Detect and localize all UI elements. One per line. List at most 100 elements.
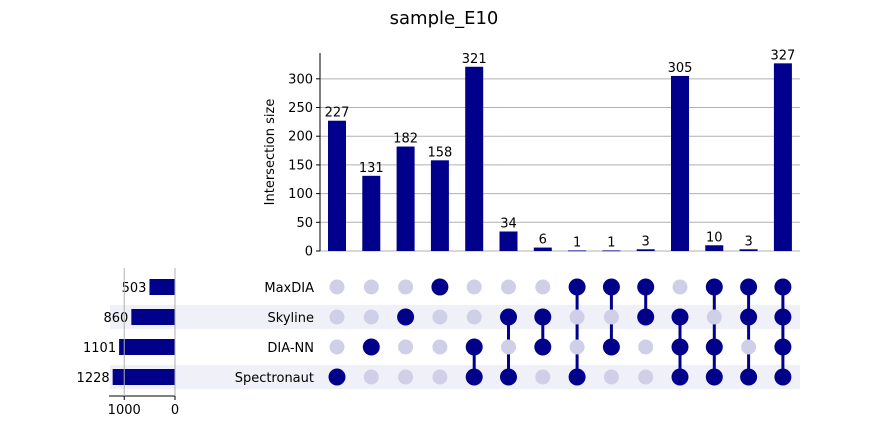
chart-title: sample_E10 <box>390 8 499 29</box>
set-axis-tick-label: 0 <box>171 403 179 418</box>
grid-lines <box>320 78 800 252</box>
bar-value-label: 305 <box>668 61 693 76</box>
set-size-label: 860 <box>104 311 129 326</box>
membership-dot-inactive <box>569 339 585 355</box>
bar-value-label: 158 <box>427 145 452 160</box>
membership-dot-active <box>705 368 723 386</box>
intersection-bar <box>636 249 655 251</box>
matrix-stripes <box>110 305 800 389</box>
membership-dot-active <box>705 278 723 296</box>
y-tick-label: 0 <box>305 245 313 260</box>
set-size-bar <box>131 309 175 325</box>
intersection-bars: 227 131 182 158 321 34 6 1 1 3 305 10 3 327 <box>325 48 795 252</box>
membership-dot-active <box>774 338 792 356</box>
set-label: MaxDIA <box>264 281 314 296</box>
membership-dot-active <box>774 368 792 386</box>
set-size-bar <box>112 369 175 385</box>
membership-dot-active <box>740 368 758 386</box>
row-stripe <box>110 365 800 389</box>
set-size-label: 1228 <box>77 371 110 386</box>
membership-dot-inactive <box>603 369 619 385</box>
intersection-bar <box>362 175 381 251</box>
membership-dot-active <box>602 278 620 296</box>
intersection-bar <box>568 250 587 252</box>
intersection-bar <box>602 250 621 252</box>
membership-dot-active <box>431 278 449 296</box>
membership-dot-inactive <box>535 369 551 385</box>
y-tick-label: 200 <box>288 130 313 145</box>
bar-value-label: 1 <box>573 235 581 250</box>
bar-value-label: 321 <box>462 52 487 67</box>
membership-dot-active <box>568 368 586 386</box>
membership-dot-inactive <box>432 309 448 325</box>
membership-dot-inactive <box>638 369 654 385</box>
membership-dot-inactive <box>432 369 448 385</box>
membership-dot-active <box>774 278 792 296</box>
y-tick-label: 150 <box>288 158 313 173</box>
membership-dot-inactive <box>466 279 482 295</box>
membership-dot-active <box>500 368 517 386</box>
y-axis-label: Intersection size <box>263 99 278 206</box>
membership-dot-active <box>705 338 723 356</box>
membership-dot-active <box>465 368 483 386</box>
bar-value-label: 3 <box>744 234 752 249</box>
membership-dot-inactive <box>329 339 345 355</box>
y-tick-label: 250 <box>288 101 313 116</box>
y-axis: 0 50 100 150 200 250 300 <box>288 53 321 260</box>
membership-dot-inactive <box>363 369 379 385</box>
membership-dot-active <box>534 308 552 326</box>
membership-dot-active <box>774 308 792 326</box>
set-size-bars: 503 860 1101 1228 <box>77 279 175 386</box>
intersection-bar <box>671 75 689 252</box>
membership-dot-inactive <box>432 339 448 355</box>
y-tick-label: 100 <box>288 187 313 202</box>
membership-dot-active <box>671 368 689 386</box>
membership-dot-inactive <box>672 279 688 295</box>
membership-dot-active <box>534 338 552 356</box>
bar-value-label: 131 <box>359 161 384 176</box>
intersection-bar <box>499 231 518 251</box>
membership-dot-active <box>328 368 346 386</box>
set-size-bar <box>119 339 175 355</box>
membership-dot-inactive <box>501 339 516 355</box>
bar-value-label: 6 <box>539 233 547 248</box>
membership-dot-inactive <box>741 339 757 355</box>
membership-dot-active <box>740 308 758 326</box>
membership-dot-active <box>740 278 758 296</box>
set-size-axis: 1000 0 <box>108 268 179 418</box>
intersection-bar <box>430 160 449 251</box>
intersection-bar <box>465 66 484 251</box>
membership-dot-active <box>397 308 415 326</box>
set-label: DIA-NN <box>267 341 314 356</box>
membership-dot-inactive <box>603 309 619 325</box>
membership-dot-inactive <box>466 309 482 325</box>
membership-dot-inactive <box>535 279 551 295</box>
bar-value-label: 3 <box>642 234 650 249</box>
membership-dot-active <box>637 308 655 326</box>
intersection-bar <box>533 247 552 251</box>
membership-dot-inactive <box>638 339 654 355</box>
bar-value-label: 34 <box>500 216 517 231</box>
membership-dot-active <box>500 308 517 326</box>
membership-matrix <box>328 278 792 386</box>
bar-value-label: 182 <box>393 132 418 147</box>
set-size-bar <box>149 279 175 295</box>
membership-dot-active <box>362 338 380 356</box>
membership-dot-inactive <box>398 339 414 355</box>
set-axis-tick-label: 1000 <box>108 403 141 418</box>
membership-dot-active <box>671 308 689 326</box>
intersection-bar <box>705 245 724 251</box>
membership-dot-inactive <box>569 309 585 325</box>
membership-dot-inactive <box>329 309 345 325</box>
set-label: Skyline <box>268 311 314 326</box>
set-size-label: 503 <box>122 281 147 296</box>
membership-dot-inactive <box>398 369 414 385</box>
membership-dot-inactive <box>706 309 722 325</box>
set-size-label: 1101 <box>83 341 116 356</box>
bar-value-label: 1 <box>607 235 615 250</box>
intersection-bar <box>739 249 758 251</box>
membership-dot-inactive <box>501 279 516 295</box>
membership-dot-active <box>465 338 483 356</box>
y-tick-label: 300 <box>288 72 313 87</box>
